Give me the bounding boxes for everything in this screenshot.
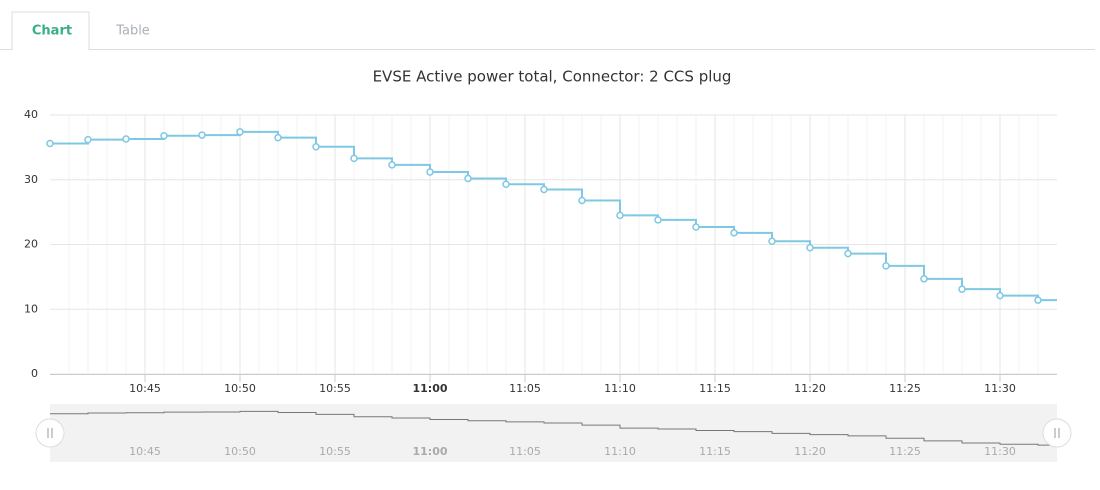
navigator-handle[interactable]: [1042, 418, 1072, 448]
x-tick-label: 11:15: [699, 382, 731, 395]
navigator-tick-label: 11:15: [699, 445, 731, 458]
x-tick-label: 11:10: [604, 382, 636, 395]
x-tick-label: 10:50: [224, 382, 256, 395]
point-marker[interactable]: [198, 131, 206, 139]
x-tick-label: 10:45: [129, 382, 161, 395]
point-marker[interactable]: [654, 216, 662, 224]
point-marker[interactable]: [236, 128, 244, 136]
navigator-handle[interactable]: [35, 418, 65, 448]
handle-grip[interactable]: [47, 428, 53, 438]
series-line: [50, 130, 1057, 302]
chart-title: EVSE Active power total, Connector: 2 CC…: [373, 68, 732, 86]
point-marker[interactable]: [996, 291, 1004, 300]
point-marker[interactable]: [464, 174, 472, 183]
navigator-tick-label: 11:25: [889, 445, 921, 458]
x-tick-label: 11:30: [984, 382, 1016, 395]
point-marker[interactable]: [882, 262, 890, 270]
point-marker[interactable]: [426, 168, 434, 176]
point-marker[interactable]: [122, 135, 130, 143]
point-marker[interactable]: [958, 285, 966, 293]
navigator-tick-label: 11:05: [509, 445, 541, 458]
navigator[interactable]: [50, 404, 1057, 462]
navigator-tick-label: 11:30: [984, 445, 1016, 458]
x-tick-label: 11:20: [794, 382, 826, 395]
point-marker[interactable]: [274, 133, 282, 142]
x-tick-label: 11:05: [509, 382, 541, 395]
navigator-tick-label: 10:50: [224, 445, 256, 458]
navigator-tick-label: 11:00: [412, 445, 447, 458]
y-tick-label: 20: [24, 238, 38, 251]
x-tick-label: 11:00: [412, 382, 447, 395]
y-tick-label: 0: [31, 367, 38, 380]
navigator-line: [50, 410, 1057, 446]
point-marker[interactable]: [844, 249, 852, 258]
point-marker[interactable]: [540, 185, 548, 194]
point-marker[interactable]: [46, 139, 54, 148]
point-marker[interactable]: [920, 275, 928, 283]
active-tab[interactable]: [11, 11, 90, 50]
tab-label[interactable]: Chart: [32, 24, 72, 39]
y-tick-label: 40: [24, 108, 38, 121]
point-marker[interactable]: [692, 223, 700, 231]
point-marker[interactable]: [806, 243, 814, 252]
point-marker[interactable]: [616, 211, 624, 220]
x-tick-label: 10:55: [319, 382, 351, 395]
point-marker[interactable]: [350, 154, 358, 163]
point-marker[interactable]: [578, 196, 586, 205]
point-marker[interactable]: [312, 142, 320, 151]
navigator-tick-label: 11:20: [794, 445, 826, 458]
point-marker[interactable]: [768, 237, 776, 246]
tab-label[interactable]: Table: [115, 24, 150, 39]
point-marker[interactable]: [502, 180, 510, 189]
y-tick-label: 10: [24, 302, 38, 315]
handle-grip[interactable]: [1054, 428, 1060, 438]
point-marker[interactable]: [1034, 296, 1042, 304]
x-tick-label: 11:25: [889, 382, 921, 395]
navigator-tick-label: 11:10: [604, 445, 636, 458]
point-marker[interactable]: [730, 229, 738, 237]
point-marker[interactable]: [160, 131, 168, 140]
point-marker[interactable]: [388, 161, 396, 169]
navigator-tick-label: 10:45: [129, 445, 161, 458]
y-tick-label: 30: [24, 173, 38, 186]
point-marker[interactable]: [84, 135, 92, 144]
navigator-tick-label: 10:55: [319, 445, 351, 458]
